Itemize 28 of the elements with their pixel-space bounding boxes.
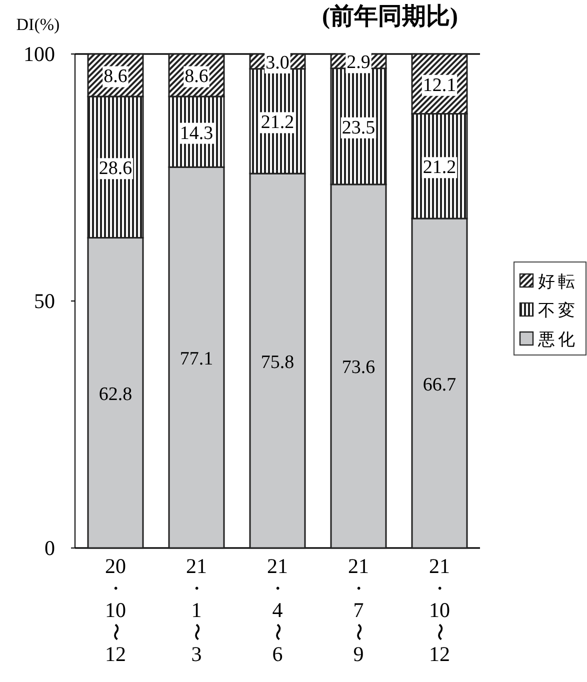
y-axis-title: DI(%) (16, 15, 60, 34)
x-tick-label: 21・4〜6 (267, 554, 288, 666)
data-label: 21.2 (260, 112, 294, 134)
y-tick-label: 0 (44, 536, 55, 560)
y-tick-label: 100 (24, 42, 55, 66)
x-tick-label: 20・10〜12 (105, 554, 126, 666)
legend-label: 悪化 (537, 330, 578, 349)
data-label: 14.3 (180, 122, 214, 144)
x-tick-label: 21・7〜9 (348, 554, 369, 666)
x-tick-label: 21・1〜3 (186, 554, 207, 666)
data-label: 23.5 (342, 117, 376, 138)
x-tick-label: 21・10〜12 (429, 554, 450, 666)
data-label: 62.8 (98, 384, 132, 405)
data-label: 28.6 (98, 158, 132, 180)
data-label: 21.2 (422, 157, 456, 178)
data-label: 3.0 (266, 52, 290, 74)
y-tick-label: 50 (34, 289, 55, 313)
data-label: 8.6 (184, 66, 208, 88)
legend-label: 不変 (538, 301, 578, 320)
chart-title: (前年同期比) (322, 3, 458, 30)
data-label: 66.7 (422, 374, 456, 396)
data-label: 8.6 (104, 66, 128, 88)
data-label: 73.6 (342, 357, 376, 378)
data-label: 75.8 (260, 352, 294, 373)
data-label: 77.1 (180, 348, 214, 370)
data-label: 2.9 (346, 52, 370, 74)
data-label: 12.1 (422, 74, 456, 96)
legend-label: 好転 (538, 272, 578, 291)
